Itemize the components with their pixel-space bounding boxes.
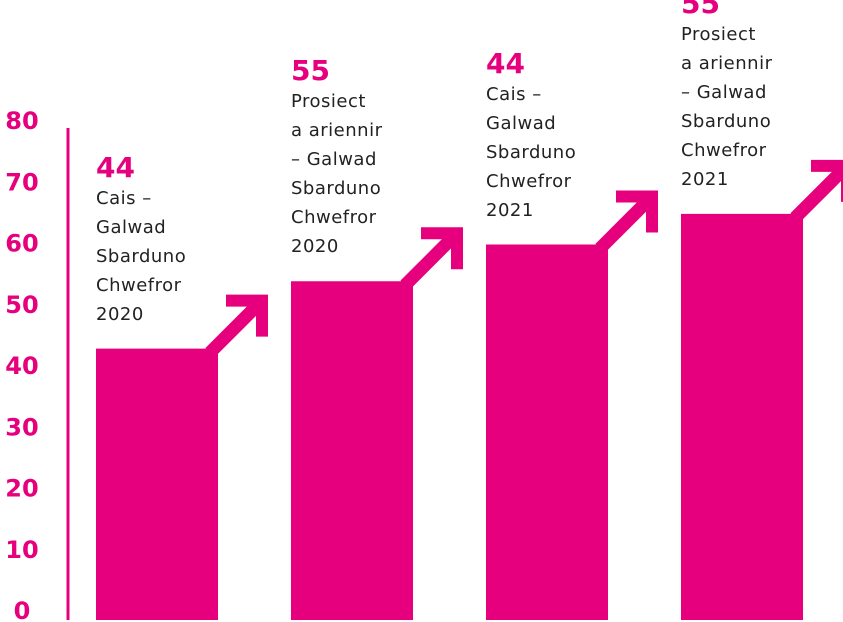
category-label: Prosiect a ariennir – Galwad Sbarduno Ch… <box>681 23 773 190</box>
y-tick-label: 10 <box>5 536 38 564</box>
value-label: 44 <box>486 46 525 80</box>
y-tick-label: 30 <box>5 413 38 441</box>
category-label: Cais – Galwad Sbarduno Chwefror 2020 <box>96 187 187 325</box>
bar-label: 44 Cais – Galwad Sbarduno Chwefror 2020 <box>96 150 236 329</box>
y-tick-label: 40 <box>5 352 38 380</box>
y-tick-label: 50 <box>5 291 38 319</box>
bar <box>291 281 413 620</box>
value-label: 44 <box>96 150 135 184</box>
bar-label: 55 Prosiect a ariennir – Galwad Sbarduno … <box>291 55 431 261</box>
bar <box>96 348 218 620</box>
arrow-head <box>226 294 268 337</box>
arrow <box>400 231 459 290</box>
arrow <box>205 299 264 358</box>
bar <box>486 244 608 620</box>
value-label: 55 <box>681 0 720 20</box>
category-label: Cais – Galwad Sbarduno Chwefror 2021 <box>486 83 577 221</box>
bar-label: 55 Prosiect a ariennir – Galwad Sbarduno … <box>681 0 821 194</box>
y-tick-label: 60 <box>5 230 38 258</box>
arrow-head <box>421 227 463 270</box>
bar-label: 44 Cais – Galwad Sbarduno Chwefror 2021 <box>486 46 626 225</box>
y-tick-label: 70 <box>5 168 38 196</box>
bar <box>681 213 803 620</box>
y-tick-label: 20 <box>5 475 38 503</box>
category-label: Prosiect a ariennir – Galwad Sbarduno Ch… <box>291 91 383 258</box>
y-tick-label: 0 <box>14 597 31 622</box>
arrow <box>595 194 654 254</box>
value-label: 55 <box>291 54 330 88</box>
arrow-head <box>811 159 843 202</box>
y-tick-label: 80 <box>5 107 38 135</box>
arrow-head <box>616 190 658 233</box>
arrow <box>790 164 843 223</box>
